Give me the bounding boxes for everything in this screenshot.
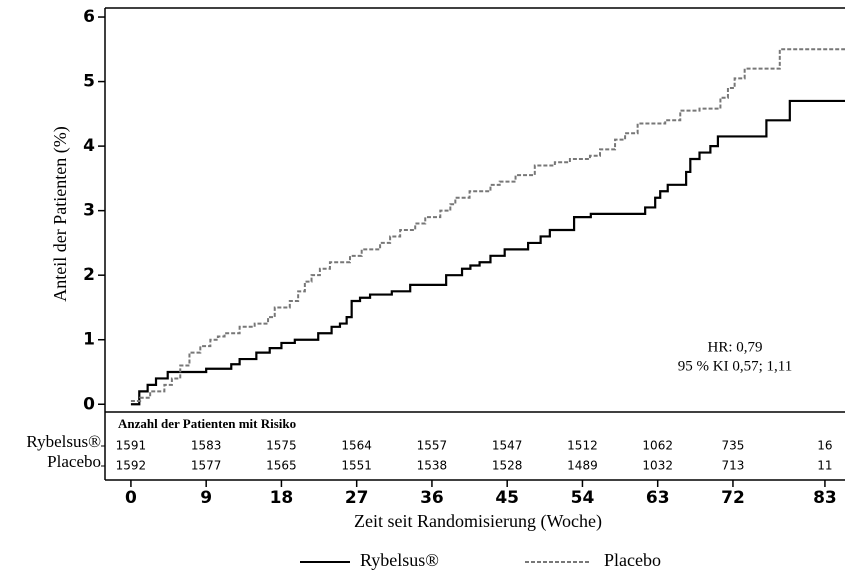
legend-label: Placebo [604, 550, 661, 570]
survival-line [130, 99, 845, 406]
risk-value: 1565 [266, 459, 297, 473]
y-tick-label: 1 [83, 330, 95, 350]
risk-value: 16 [817, 439, 832, 453]
risk-value: 1551 [341, 459, 372, 473]
risk-value: 713 [722, 459, 745, 473]
survival-line [130, 48, 845, 403]
x-tick-label: 9 [200, 488, 212, 508]
y-axis-label: Anteil der Patienten (%) [50, 126, 71, 301]
risk-row-name: Placebo [47, 452, 101, 471]
risk-table-title: Anzahl der Patienten mit Risiko [118, 416, 296, 431]
risk-value: 1528 [492, 459, 523, 473]
risk-row-name: Rybelsus® [26, 432, 101, 451]
x-tick-label: 83 [813, 488, 837, 508]
risk-value: 1592 [116, 459, 147, 473]
y-tick-label: 6 [83, 7, 95, 27]
risk-value: 11 [817, 459, 832, 473]
risk-value: 1564 [341, 439, 372, 453]
risk-value: 1062 [642, 439, 673, 453]
risk-value: 1583 [191, 439, 222, 453]
risk-value: 1489 [567, 459, 598, 473]
y-tick-label: 4 [83, 136, 95, 156]
y-tick-label: 0 [83, 394, 95, 414]
x-tick-label: 45 [495, 488, 519, 508]
x-tick-label: 36 [420, 488, 444, 508]
x-tick-label: 72 [721, 488, 745, 508]
x-tick-label: 63 [646, 488, 670, 508]
risk-value: 735 [722, 439, 745, 453]
x-tick-label: 54 [571, 488, 595, 508]
risk-value: 1547 [492, 439, 523, 453]
legend-label: Rybelsus® [360, 550, 439, 570]
annotation: 95 % KI 0,57; 1,11 [678, 358, 792, 374]
risk-value: 1032 [642, 459, 673, 473]
x-tick-label: 18 [270, 488, 294, 508]
x-tick-label: 27 [345, 488, 369, 508]
risk-value: 1557 [417, 439, 448, 453]
risk-value: 1591 [116, 439, 147, 453]
risk-value: 1512 [567, 439, 598, 453]
risk-value: 1575 [266, 439, 297, 453]
y-tick-label: 5 [83, 72, 95, 92]
y-tick-label: 2 [83, 265, 95, 285]
annotation: HR: 0,79 [707, 339, 762, 355]
risk-value: 1538 [417, 459, 448, 473]
x-tick-label: 0 [125, 488, 137, 508]
y-tick-label: 3 [83, 201, 95, 221]
risk-value: 1577 [191, 459, 222, 473]
x-axis-label: Zeit seit Randomisierung (Woche) [354, 511, 602, 532]
